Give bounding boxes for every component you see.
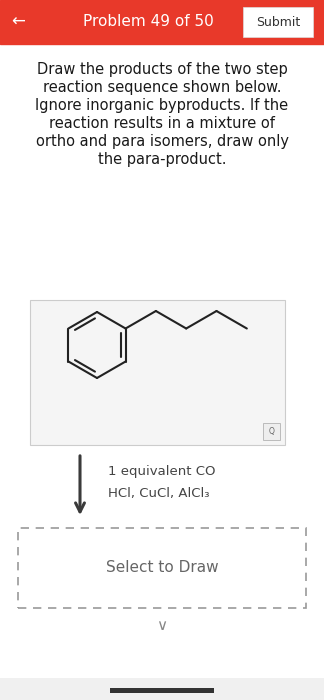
- Text: the para-product.: the para-product.: [98, 152, 226, 167]
- Text: HCl, CuCl, AlCl₃: HCl, CuCl, AlCl₃: [108, 486, 210, 500]
- Text: Ignore inorganic byproducts. If the: Ignore inorganic byproducts. If the: [35, 98, 289, 113]
- Text: 1 equivalent CO: 1 equivalent CO: [108, 465, 215, 477]
- Text: ∨: ∨: [156, 619, 168, 634]
- Bar: [0, 0, 324, 44]
- Bar: [0, 678, 324, 700]
- Text: Select to Draw: Select to Draw: [106, 561, 218, 575]
- Bar: [263, 423, 280, 440]
- Text: Problem 49 of 50: Problem 49 of 50: [83, 15, 214, 29]
- Bar: [110, 688, 214, 693]
- Text: ←: ←: [11, 13, 25, 31]
- Text: reaction results in a mixture of: reaction results in a mixture of: [49, 116, 275, 131]
- Text: ortho and para isomers, draw only: ortho and para isomers, draw only: [36, 134, 288, 149]
- Bar: [18, 528, 306, 608]
- Text: Submit: Submit: [256, 15, 300, 29]
- Bar: [243, 7, 313, 37]
- Text: Draw the products of the two step: Draw the products of the two step: [37, 62, 287, 77]
- Text: Q: Q: [269, 427, 274, 436]
- Text: reaction sequence shown below.: reaction sequence shown below.: [43, 80, 281, 95]
- Bar: [30, 300, 285, 445]
